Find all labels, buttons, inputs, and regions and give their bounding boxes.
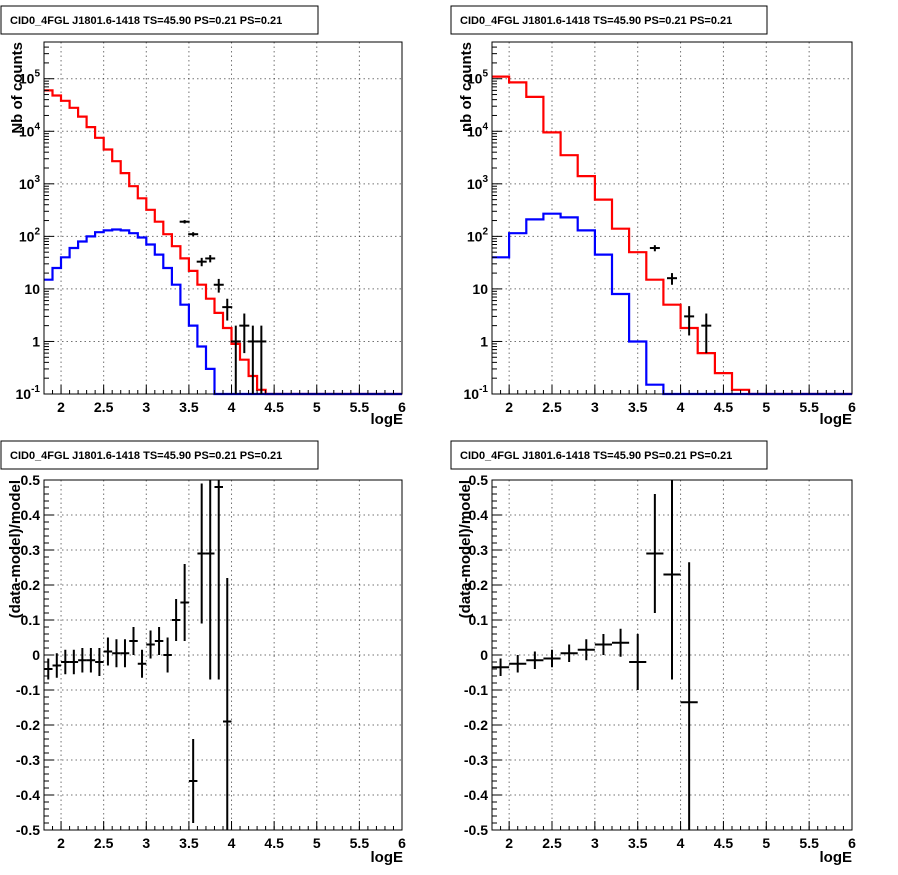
y-tick-label: 1 [32, 333, 40, 349]
x-tick-label: 4 [228, 835, 236, 851]
x-tick-label: 5.5 [350, 399, 370, 415]
y-tick-label: 10 [24, 281, 40, 297]
x-axis-title: logE [820, 411, 853, 428]
x-axis-title: logE [371, 849, 404, 866]
x-tick-label: 5.5 [350, 835, 370, 851]
y-tick-label: 0.5 [21, 472, 41, 488]
x-tick-label: 2 [57, 835, 65, 851]
y-tick-label: 0.4 [21, 507, 41, 523]
x-tick-label: 5 [762, 399, 770, 415]
y-tick-label: 10 [472, 281, 488, 297]
x-tick-label: 2 [505, 399, 513, 415]
panel-top-right: CID0_4FGL J1801.6-1418 TS=45.90 PS=0.21 … [450, 5, 856, 428]
x-tick-label: 3 [591, 399, 599, 415]
title-box [450, 5, 768, 35]
panel-top-left: CID0_4FGL J1801.6-1418 TS=45.90 PS=0.21 … [0, 5, 406, 428]
title-box [450, 440, 768, 470]
series-layer [492, 480, 698, 830]
y-tick-label: 102 [467, 226, 489, 244]
x-tick-label: 2.5 [542, 399, 562, 415]
x-tick-label: 3.5 [628, 835, 648, 851]
title-box [0, 440, 319, 470]
y-tick-label: 0.1 [21, 612, 41, 628]
y-axis-title: nb of counts [458, 42, 475, 132]
x-tick-label: 3 [142, 835, 150, 851]
x-tick-label: 4.5 [714, 399, 734, 415]
y-tick-label: 105 [19, 69, 41, 87]
x-tick-label: 2 [505, 835, 513, 851]
ticks-layer: 2 2.5 3 3.5 4 4.5 5 5.5 6 -0.5 -0.4 -0.3 -0.2 -0.1 0 0.… [464, 472, 856, 851]
panel-bottom-left: CID0_4FGL J1801.6-1418 TS=45.90 PS=0.21 … [0, 440, 406, 866]
x-tick-label: 4.5 [264, 835, 284, 851]
y-axis-title: Nb of counts [9, 42, 26, 134]
y-tick-label: -0.5 [16, 822, 40, 838]
x-tick-label: 2.5 [94, 835, 114, 851]
y-tick-label: 0 [32, 647, 40, 663]
x-tick-label: 3.5 [179, 399, 199, 415]
y-tick-label: 0.5 [469, 472, 489, 488]
x-tick-label: 5.5 [799, 835, 819, 851]
chart-title: CID0_4FGL J1801.6-1418 TS=45.90 PS=0.21 … [10, 450, 282, 462]
x-tick-label: 6 [848, 835, 856, 851]
x-tick-label: 4 [677, 399, 685, 415]
y-tick-label: 104 [467, 121, 489, 139]
x-tick-label: 2.5 [94, 399, 114, 415]
y-tick-label: 103 [19, 174, 41, 192]
y-tick-label: 103 [467, 174, 489, 192]
x-tick-label: 5 [313, 399, 321, 415]
x-tick-label: 4.5 [714, 835, 734, 851]
x-tick-label: 5 [313, 835, 321, 851]
y-tick-label: 0.2 [21, 577, 41, 593]
x-tick-label: 3.5 [628, 399, 648, 415]
x-tick-label: 4 [228, 399, 236, 415]
y-tick-label: 0 [480, 647, 488, 663]
x-tick-label: 6 [848, 399, 856, 415]
x-tick-label: 4 [677, 835, 685, 851]
y-tick-label: 105 [467, 69, 489, 87]
y-axis-title: (data-model)/model [7, 480, 24, 618]
y-tick-label: -0.4 [464, 787, 488, 803]
y-tick-label: -0.1 [16, 682, 40, 698]
panel-bottom-right: CID0_4FGL J1801.6-1418 TS=45.90 PS=0.21 … [450, 440, 856, 866]
chart-title: CID0_4FGL J1801.6-1418 TS=45.90 PS=0.21 … [10, 15, 282, 27]
y-tick-label: -0.3 [464, 752, 488, 768]
x-tick-label: 3.5 [179, 835, 199, 851]
x-tick-label: 6 [398, 835, 406, 851]
x-tick-label: 5.5 [799, 399, 819, 415]
y-axis-title: (data-model)/model [457, 480, 474, 618]
y-tick-label: 0.1 [469, 612, 489, 628]
x-axis-title: logE [820, 849, 853, 866]
x-tick-label: 3 [591, 835, 599, 851]
x-tick-label: 2 [57, 399, 65, 415]
y-tick-label: 102 [19, 226, 41, 244]
ticks-layer: 2 2.5 3 3.5 4 4.5 5 5.5 6 10-1 1 10 102 103 104 105 [16, 41, 406, 415]
x-tick-label: 4.5 [264, 399, 284, 415]
ticks-layer: 2 2.5 3 3.5 4 4.5 5 5.5 6 -0.5 -0.4 -0.3 -0.2 -0.1 0 0.… [16, 472, 406, 851]
chart-title: CID0_4FGL J1801.6-1418 TS=45.90 PS=0.21 … [460, 15, 732, 27]
y-tick-label: -0.4 [16, 787, 40, 803]
y-tick-label: 1 [480, 333, 488, 349]
y-tick-label: 10-1 [16, 384, 41, 402]
x-tick-label: 2.5 [542, 835, 562, 851]
y-tick-label: -0.3 [16, 752, 40, 768]
title-box [0, 5, 319, 35]
y-tick-label: 104 [19, 121, 41, 139]
y-tick-label: 0.3 [469, 542, 489, 558]
y-tick-label: 0.4 [469, 507, 489, 523]
y-tick-label: 10-1 [464, 384, 489, 402]
x-tick-label: 6 [398, 399, 406, 415]
series-layer [44, 480, 232, 830]
x-axis-title: logE [371, 411, 404, 428]
x-tick-label: 5 [762, 835, 770, 851]
y-tick-label: -0.2 [464, 717, 488, 733]
y-tick-label: 0.2 [469, 577, 489, 593]
ticks-layer: 2 2.5 3 3.5 4 4.5 5 5.5 6 10-1 1 10 102 103 104 105 [464, 41, 856, 415]
y-tick-label: -0.5 [464, 822, 488, 838]
chart-title: CID0_4FGL J1801.6-1418 TS=45.90 PS=0.21 … [460, 450, 732, 462]
y-tick-label: -0.2 [16, 717, 40, 733]
y-tick-label: 0.3 [21, 542, 41, 558]
y-tick-label: -0.1 [464, 682, 488, 698]
x-tick-label: 3 [142, 399, 150, 415]
